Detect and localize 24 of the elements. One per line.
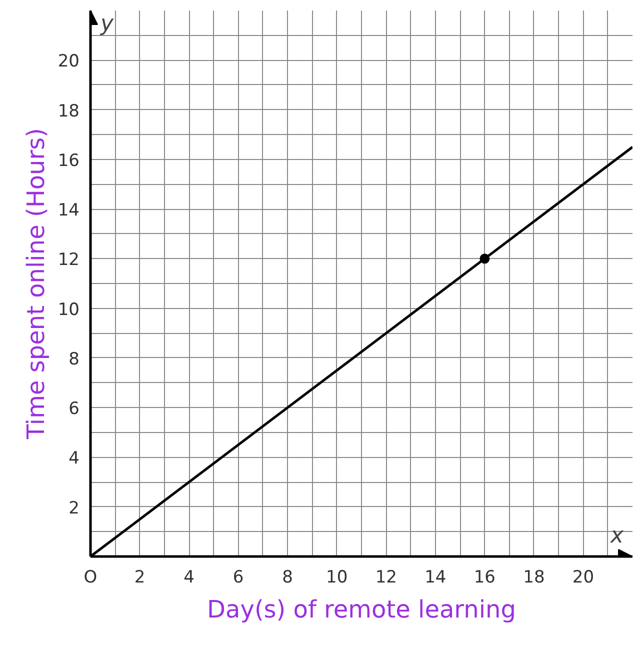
y-tick-label: 2 — [68, 498, 80, 518]
x-tick-label: 2 — [134, 568, 146, 588]
y-tick-label: 12 — [58, 250, 80, 270]
y-tick-label: 20 — [58, 52, 80, 72]
y-tick-label: 16 — [58, 150, 80, 171]
x-tick-label: 12 — [375, 568, 397, 588]
x-tick-label: 20 — [572, 568, 594, 588]
x-tick-label: O — [84, 568, 98, 588]
x-tick-label: 16 — [474, 568, 496, 588]
y-tick-label: 18 — [58, 101, 80, 122]
y-tick-label: 8 — [68, 349, 80, 370]
y-tick-label: 14 — [58, 200, 80, 221]
y-tick-label: 6 — [68, 399, 80, 420]
annotation: y — [100, 12, 114, 36]
x-tick-label: 8 — [282, 568, 294, 588]
y-axis-title: Time spent online (Hours) — [22, 128, 50, 440]
x-tick-label: 4 — [184, 568, 194, 588]
y-tick-label: 4 — [68, 448, 80, 469]
x-tick-label: 6 — [232, 568, 244, 588]
x-tick-label: 14 — [424, 568, 446, 588]
x-tick-label: 10 — [326, 568, 348, 588]
y-tick-label: 10 — [58, 300, 80, 320]
x-axis-title: Day(s) of remote learning — [207, 596, 516, 624]
x-tick-label: 18 — [523, 568, 545, 588]
